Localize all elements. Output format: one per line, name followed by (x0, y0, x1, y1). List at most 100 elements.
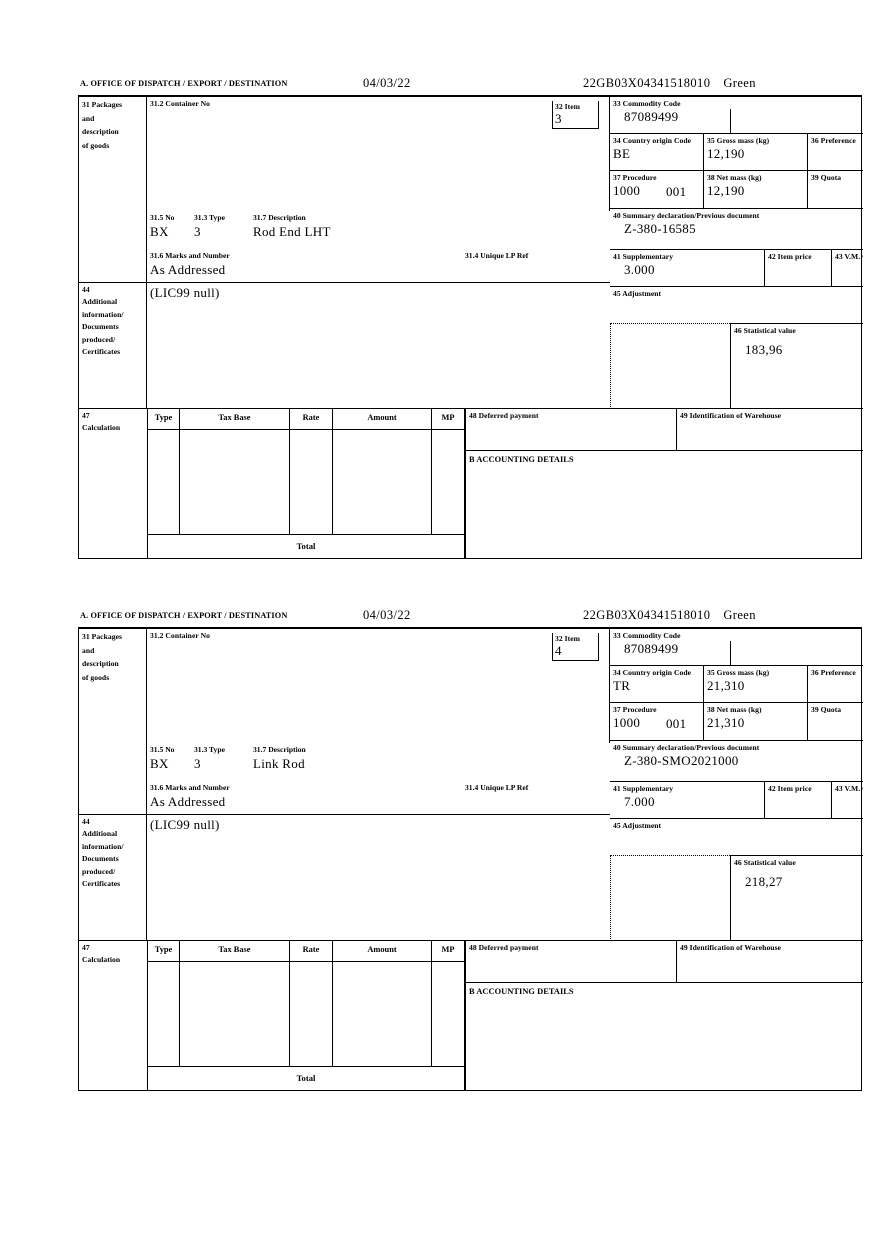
gross-mass-value: 12,190 (707, 146, 745, 162)
box-34-country-origin[interactable]: 34 Country origin Code TR (610, 666, 704, 703)
box-45-adjustment[interactable]: 45 Adjustment (610, 819, 863, 855)
box-41-supplementary[interactable]: 41 Supplementary 3.000 (610, 250, 765, 287)
box-45-adjustment[interactable]: 45 Adjustment (610, 287, 863, 323)
calc-col-tax-base-label: Tax Base (218, 413, 251, 422)
lane-status: Green (723, 76, 756, 90)
box-49-warehouse-identification[interactable]: 49 Identification of Warehouse (677, 941, 863, 983)
box-34-country-origin[interactable]: 34 Country origin Code BE (610, 134, 704, 171)
box-42-label: 42 Item price (768, 252, 812, 261)
box-31-line-2: and (82, 645, 95, 655)
calc-col-mp-label: MP (441, 413, 455, 422)
marks-and-number-value: As Addressed (150, 794, 226, 809)
box-31-2-container-no[interactable]: 31.2 Container No (147, 97, 542, 211)
box-40-label: 40 Summary declaration/Previous document (613, 211, 760, 220)
box-31-5-label: 31.5 No (150, 213, 175, 222)
box-b-accounting-details[interactable]: B ACCOUNTING DETAILS (465, 983, 863, 1091)
box-44-line-6: Certificates (82, 879, 121, 889)
box-47-calculation-table[interactable]: Type Tax Base Rate Amount MP Total (147, 941, 465, 1091)
calc-col-type-label: Type (154, 945, 173, 954)
box-42-item-price[interactable]: 42 Item price (765, 250, 832, 287)
box-31-7-label: 31.7 Description (253, 745, 306, 754)
box-48-deferred-payment[interactable]: 48 Deferred payment (465, 409, 677, 451)
box-40-label: 40 Summary declaration/Previous document (613, 743, 760, 752)
calculation-header-row: Type Tax Base Rate Amount MP (147, 941, 465, 962)
box-33-commodity-code[interactable]: 33 Commodity Code 87089499 (610, 629, 863, 666)
box-37-procedure[interactable]: 37 Procedure 1000 001 (610, 171, 704, 209)
box-31-6-label: 31.6 Marks and Number (150, 783, 230, 792)
calc-cell-amount[interactable] (333, 961, 432, 1066)
box-33-commodity-code[interactable]: 33 Commodity Code 87089499 (610, 97, 863, 134)
box-38-label: 38 Net mass (kg) (707, 173, 762, 182)
box-38-net-mass[interactable]: 38 Net mass (kg) 12,190 (704, 171, 808, 209)
calculation-total-label: Total (147, 534, 465, 559)
box-40-previous-document[interactable]: 40 Summary declaration/Previous document… (610, 741, 863, 782)
box-31-4-label: 31.4 Unique LP Ref (465, 783, 529, 792)
calc-cell-type[interactable] (147, 961, 180, 1066)
box-39-quota[interactable]: 39 Quota (808, 171, 863, 209)
box-31-marks-row[interactable]: 31.6 Marks and Number 31.4 Unique LP Ref… (147, 249, 610, 283)
box-36-preference[interactable]: 36 Preference (808, 134, 863, 171)
calc-cell-tax-base[interactable] (180, 429, 290, 534)
box-31-2-container-no[interactable]: 31.2 Container No (147, 629, 542, 743)
calc-cell-tax-base[interactable] (180, 961, 290, 1066)
net-mass-value: 21,310 (707, 715, 745, 731)
box-44-line-5: produced/ (82, 334, 116, 344)
commodity-code-value: 87089499 (624, 109, 679, 125)
box-47-label: 47 Calculation (79, 409, 147, 559)
gross-mass-value: 21,310 (707, 678, 745, 694)
box-42-item-price[interactable]: 42 Item price (765, 782, 832, 819)
box-43-vm-code[interactable]: 43 V.M. Code (832, 782, 863, 819)
box-48-deferred-payment[interactable]: 48 Deferred payment (465, 941, 677, 983)
box-44-content[interactable]: (LIC99 null) (147, 283, 610, 409)
box-35-gross-mass[interactable]: 35 Gross mass (kg) 21,310 (704, 666, 808, 703)
calc-cell-mp[interactable] (432, 961, 465, 1066)
calculation-body-rows[interactable] (147, 429, 465, 535)
box-49-warehouse-identification[interactable]: 49 Identification of Warehouse (677, 409, 863, 451)
box-46-statistical-value[interactable]: 46 Statistical value 183,96 (730, 323, 863, 409)
box-35-gross-mass[interactable]: 35 Gross mass (kg) 12,190 (704, 134, 808, 171)
box-44-line-3: information/ (82, 841, 124, 851)
calc-col-rate-label: Rate (302, 945, 320, 954)
commodity-code-value: 87089499 (624, 641, 679, 657)
box-31-marks-row[interactable]: 31.6 Marks and Number 31.4 Unique LP Ref… (147, 781, 610, 815)
box-38-label: 38 Net mass (kg) (707, 705, 762, 714)
calc-cell-rate[interactable] (290, 961, 333, 1066)
box-34-label: 34 Country origin Code (613, 136, 692, 145)
box-38-net-mass[interactable]: 38 Net mass (kg) 21,310 (704, 703, 808, 741)
box-47-calculation-table[interactable]: Type Tax Base Rate Amount MP Total (147, 409, 465, 559)
calculation-body-rows[interactable] (147, 961, 465, 1067)
box-47-line-2: Calculation (82, 423, 121, 433)
box-43-vm-code[interactable]: 43 V.M. Code (832, 250, 863, 287)
box-44-content[interactable]: (LIC99 null) (147, 815, 610, 941)
calc-cell-amount[interactable] (333, 429, 432, 534)
box-41-supplementary[interactable]: 41 Supplementary 7.000 (610, 782, 765, 819)
box-31-packages-row[interactable]: 31.5 No 31.3 Type 31.7 Description BX 3 … (147, 211, 610, 249)
box-32-item[interactable]: 32 Item 3 (542, 97, 610, 211)
box-44-line-2: Additional (82, 829, 118, 839)
box-37-procedure[interactable]: 37 Procedure 1000 001 (610, 703, 704, 741)
calc-cell-type[interactable] (147, 429, 180, 534)
calc-col-tax-base: Tax Base (180, 941, 290, 961)
country-origin-value: BE (613, 146, 631, 162)
box-b-accounting-details[interactable]: B ACCOUNTING DETAILS (465, 451, 863, 559)
box-47-line-1: 47 (82, 943, 90, 952)
box-44-line-1: 44 (82, 285, 90, 294)
form-grid: 31 Packages and description of goods 44 … (78, 627, 863, 1091)
box-48-label: 48 Deferred payment (469, 943, 539, 952)
box-39-quota[interactable]: 39 Quota (808, 703, 863, 741)
box-36-preference[interactable]: 36 Preference (808, 666, 863, 703)
box-46-statistical-value[interactable]: 46 Statistical value 218,27 (730, 855, 863, 941)
previous-document-value: Z-380-SMO2021000 (624, 753, 739, 769)
box-40-previous-document[interactable]: 40 Summary declaration/Previous document… (610, 209, 863, 250)
box-31-packages-row[interactable]: 31.5 No 31.3 Type 31.7 Description BX 3 … (147, 743, 610, 781)
calc-col-tax-base: Tax Base (180, 409, 290, 429)
box-32-item[interactable]: 32 Item 4 (542, 629, 610, 743)
item-number-box: 32 Item 4 (552, 633, 599, 661)
box-31-3-label: 31.3 Type (194, 745, 225, 754)
additional-information-value: (LIC99 null) (150, 817, 220, 832)
calc-cell-mp[interactable] (432, 429, 465, 534)
procedure-additional-value: 001 (666, 716, 687, 731)
declaration-form-item-4: A. OFFICE OF DISPATCH / EXPORT / DESTINA… (78, 608, 863, 1091)
box-44-line-5: produced/ (82, 866, 116, 876)
calc-cell-rate[interactable] (290, 429, 333, 534)
